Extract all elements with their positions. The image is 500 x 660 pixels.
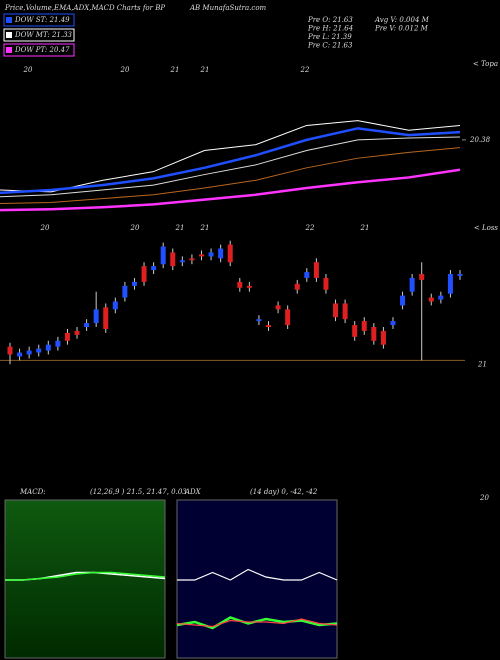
info: Pre C: 21.63 — [307, 42, 353, 50]
series-line — [176, 616, 338, 630]
date-label: 22 — [305, 224, 315, 232]
candle-body — [294, 283, 300, 290]
series-line — [0, 136, 461, 198]
candle-body — [103, 307, 109, 329]
candle-body — [26, 350, 32, 355]
legend-swatch — [6, 32, 12, 38]
candle-body — [380, 330, 386, 345]
site: AB MunafaSutra.com — [189, 4, 267, 12]
candle-body — [447, 274, 453, 294]
legend-box — [3, 43, 75, 57]
candle-body — [390, 321, 396, 326]
axis-note: < Loss — [474, 224, 499, 232]
candle-body — [438, 295, 444, 300]
candle-body — [419, 274, 425, 280]
candle-body — [371, 327, 377, 341]
candle-body — [17, 352, 23, 357]
date-label: 20 — [120, 66, 130, 74]
date-label: 20 — [40, 224, 50, 232]
title: Price,Volume,EMA,ADX,MACD Charts for BP — [4, 4, 165, 12]
candle-body — [189, 258, 195, 261]
legend-label: DOW ST: 21.49 — [14, 16, 70, 24]
panel-label: ADX — [184, 488, 202, 496]
candle-body — [227, 244, 233, 263]
candle-body — [237, 281, 243, 288]
series-line — [176, 618, 338, 628]
candle-body — [275, 305, 281, 310]
candle-body — [55, 340, 61, 347]
date-label: 21 — [360, 224, 370, 232]
y-tick-label: 20.38 — [469, 136, 491, 144]
candle-body — [333, 303, 339, 318]
date-label: 20 — [23, 66, 33, 74]
info: Pre L: 21.39 — [307, 33, 352, 41]
candle-body — [409, 277, 415, 292]
panel-params: (12,26,9 ) 21.5, 21.47, 0.03 — [90, 488, 187, 496]
candle-body — [323, 277, 329, 290]
candle-body — [179, 260, 185, 263]
info: Pre V: 0.012 M — [374, 25, 429, 33]
series-line — [0, 120, 461, 193]
candle-body — [151, 266, 157, 271]
candle-body — [36, 348, 42, 353]
candle-body — [84, 323, 90, 328]
candle-body — [74, 330, 80, 335]
info: Pre O: 21.63 — [307, 16, 353, 24]
adx-panel — [176, 499, 338, 659]
legend-swatch — [6, 17, 12, 23]
series-line — [177, 568, 338, 581]
legend-box — [3, 13, 75, 27]
candle-body — [285, 309, 291, 326]
date-label: 20 — [130, 224, 140, 232]
candle-body — [170, 252, 176, 267]
info: Pre H: 21.64 — [307, 25, 353, 33]
date-label: 21 — [170, 66, 180, 74]
date-label: 21 — [200, 224, 210, 232]
series-line — [5, 571, 166, 581]
candle-body — [352, 325, 358, 337]
candle-body — [198, 254, 204, 257]
candle-body — [256, 319, 262, 322]
candle-body — [93, 309, 99, 324]
series-line — [0, 168, 461, 212]
side-label: 20 — [479, 494, 489, 502]
candle-body — [160, 246, 166, 265]
candle-body — [45, 344, 51, 351]
candle-body — [208, 252, 214, 257]
candle-body — [246, 285, 252, 288]
candle-body — [64, 332, 70, 341]
candle-body — [342, 303, 348, 320]
candle-body — [122, 285, 128, 298]
legend-label: DOW PT: 20.47 — [14, 46, 70, 54]
legend-label: DOW MT: 21.33 — [14, 31, 73, 39]
candle-body — [141, 266, 147, 282]
panel-params: (14 day) 0, -42, -42 — [250, 488, 318, 496]
series-line — [0, 127, 461, 195]
y-tick-label: 21 — [477, 360, 487, 368]
candle-body — [131, 281, 137, 286]
legend-box — [3, 28, 75, 42]
date-label: 21 — [175, 224, 185, 232]
candle-body — [361, 321, 367, 331]
candle-body — [428, 297, 434, 302]
date-label: 22 — [300, 66, 310, 74]
axis-note: < Topa — [473, 60, 498, 68]
candle-body — [457, 274, 463, 276]
candle-body — [313, 262, 319, 278]
candle-body — [400, 295, 406, 306]
legend-swatch — [6, 47, 12, 53]
candle-body — [112, 301, 118, 310]
candle-body — [7, 346, 13, 355]
candle-body — [304, 272, 310, 278]
candle-body — [218, 248, 224, 259]
panel-label: MACD: — [19, 488, 46, 496]
series-line — [0, 147, 461, 204]
candle-body — [266, 325, 272, 328]
date-label: 21 — [200, 66, 210, 74]
info: Avg V: 0.004 M — [374, 16, 430, 24]
